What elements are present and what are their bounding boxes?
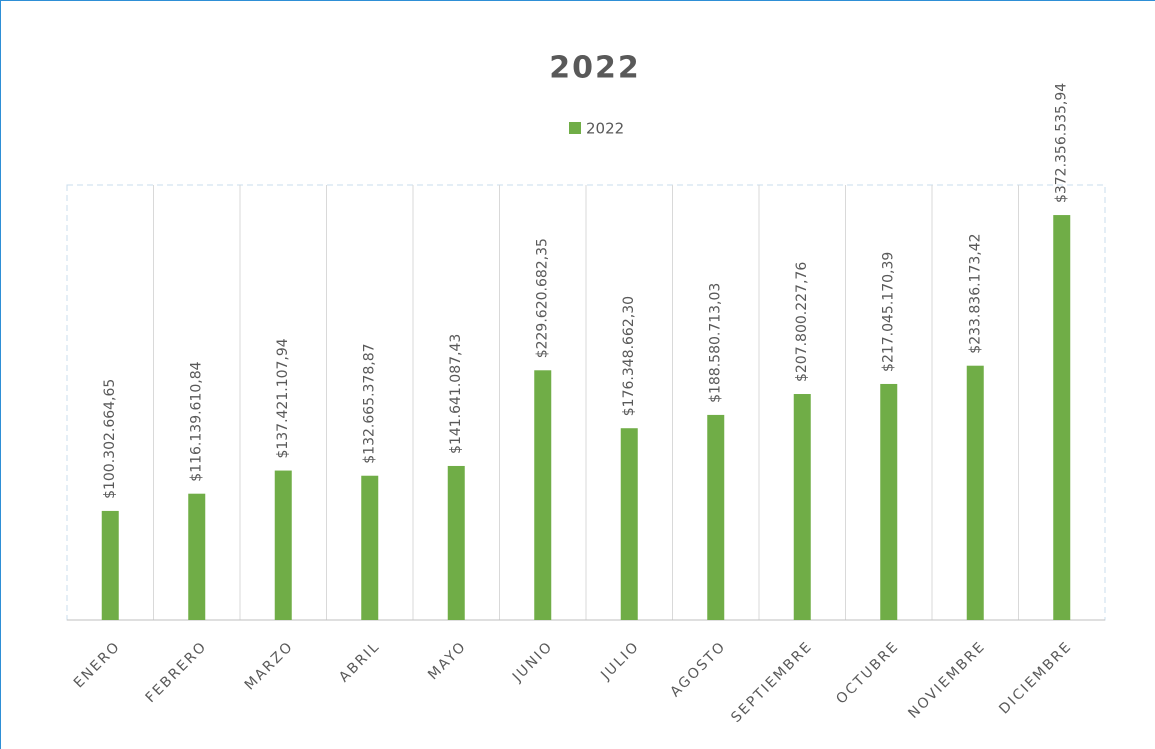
data-label: $188.580.713,03 <box>708 283 724 403</box>
bar <box>361 475 379 620</box>
chart-title: 2022 <box>549 51 641 86</box>
x-tick-label: MAYO <box>425 638 470 683</box>
x-tick-label: ABRIL <box>336 638 383 685</box>
bar <box>880 383 898 620</box>
data-label: $132.665.378,87 <box>362 343 378 463</box>
data-label: $176.348.662,30 <box>621 296 637 416</box>
bar <box>793 394 811 620</box>
bar <box>188 493 206 620</box>
bar <box>101 510 119 620</box>
x-tick-label: NOVIEMBRE <box>905 638 988 721</box>
data-label: $100.302.664,65 <box>102 379 118 499</box>
x-tick-label: AGOSTO <box>667 638 729 700</box>
x-tick-label: SEPTIEMBRE <box>728 638 816 726</box>
bar <box>447 465 465 620</box>
x-tick-label: FEBRERO <box>143 638 211 706</box>
data-label: $116.139.610,84 <box>189 361 205 481</box>
x-tick-label: JULIO <box>597 638 642 683</box>
x-tick-label: OCTUBRE <box>833 638 902 707</box>
data-label: $141.641.087,43 <box>448 334 464 454</box>
x-tick-label: MARZO <box>242 638 297 693</box>
data-label: $217.045.170,39 <box>881 252 897 372</box>
bar <box>534 370 552 620</box>
data-label: $372.356.535,94 <box>1054 83 1070 203</box>
data-label: $233.836.173,42 <box>967 233 983 353</box>
bar <box>620 428 638 620</box>
legend-label: 2022 <box>586 120 624 138</box>
bar <box>274 470 292 620</box>
x-tick-label: JUNIO <box>509 638 556 685</box>
data-label: $207.800.227,76 <box>794 262 810 382</box>
bar <box>1053 215 1071 621</box>
bar <box>707 414 725 620</box>
x-tick-label: DICIEMBRE <box>996 638 1075 717</box>
data-label: $229.620.682,35 <box>535 238 551 358</box>
data-label: $137.421.107,94 <box>275 338 291 458</box>
bar <box>966 365 984 620</box>
x-tick-label: ENERO <box>71 638 124 691</box>
legend-swatch <box>569 122 581 134</box>
